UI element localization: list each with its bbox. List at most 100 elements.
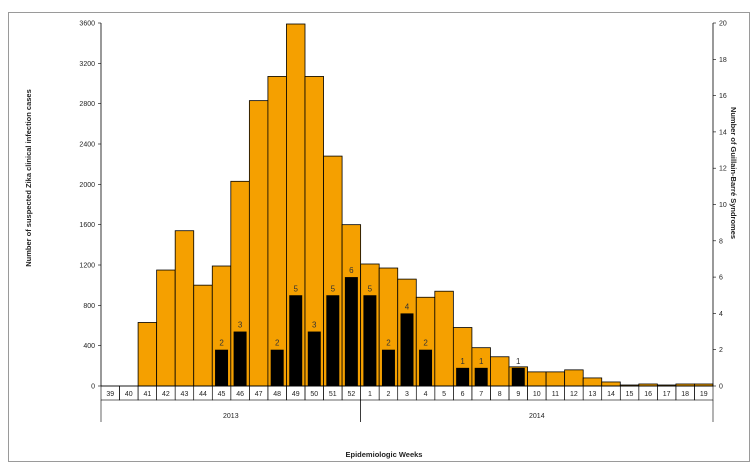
week-tick-label: 16: [644, 391, 652, 398]
week-tick-label: 39: [106, 391, 114, 398]
week-tick-label: 48: [273, 391, 281, 398]
gbs-count-label: 5: [294, 284, 299, 293]
cases-bar: [137, 322, 158, 387]
right-tick-label: 6: [719, 275, 723, 282]
week-tick-label: 40: [125, 391, 133, 398]
cases-bar: [545, 371, 566, 387]
gbs-bar: [344, 277, 358, 386]
gbs-count-label: 1: [516, 357, 521, 366]
week-tick-label: 49: [292, 391, 300, 398]
cases-bar: [193, 284, 213, 387]
left-axis-title: Number of suspected Zika clinical infect…: [24, 89, 33, 267]
gbs-bar: [381, 349, 395, 386]
zika-cases-bars: [137, 23, 714, 387]
week-tick-label: 45: [218, 391, 226, 398]
week-tick-label: 8: [498, 391, 502, 398]
gbs-bar: [307, 331, 321, 386]
gbs-bar: [270, 349, 284, 386]
gbs-count-label: 2: [386, 339, 391, 348]
gbs-bar: [456, 367, 470, 386]
left-tick-label: 1600: [79, 222, 95, 229]
week-tick-label: 6: [461, 391, 465, 398]
left-tick-label: 3200: [79, 61, 95, 68]
left-tick-label: 400: [83, 343, 95, 350]
week-tick-label: 9: [516, 391, 520, 398]
cases-bar: [434, 290, 454, 387]
week-tick-label: 47: [255, 391, 263, 398]
week-tick-label: 42: [162, 391, 170, 398]
left-tick-label: 0: [91, 384, 95, 391]
left-tick-label: 2000: [79, 182, 95, 189]
gbs-bar: [511, 367, 525, 386]
gbs-count-label: 2: [275, 339, 280, 348]
year-label: 2013: [223, 413, 239, 420]
right-axis-title: Number of Guillain-Barré Syndromes: [729, 107, 738, 239]
right-axis-ticks: 0 2 4 6 8 10 12 14 16 18 20: [713, 21, 727, 391]
gbs-count-label: 1: [479, 357, 484, 366]
cases-bar: [174, 230, 195, 387]
gbs-bar: [215, 349, 229, 386]
cases-bar: [564, 369, 584, 387]
right-tick-label: 20: [719, 21, 727, 28]
week-tick-label: 13: [589, 391, 597, 398]
left-tick-label: 2800: [79, 101, 95, 108]
week-tick-label: 1: [368, 391, 372, 398]
cases-bar: [490, 356, 510, 387]
week-tick-label: 46: [236, 391, 244, 398]
cases-bar: [582, 377, 603, 387]
year-label: 2014: [529, 413, 545, 420]
week-tick-label: 17: [663, 391, 671, 398]
week-tick-label: 52: [347, 391, 355, 398]
gbs-bar: [363, 295, 377, 386]
week-tick-label: 43: [181, 391, 189, 398]
gbs-count-label: 5: [368, 284, 373, 293]
week-tick-label: 18: [681, 391, 689, 398]
left-tick-label: 3600: [79, 21, 95, 28]
left-axis-ticks: 0 400 800 1200 1600 2000 2400 2800 3200 3600: [79, 21, 101, 391]
right-tick-label: 14: [719, 129, 727, 136]
right-tick-label: 8: [719, 238, 723, 245]
week-tick-label: 5: [442, 391, 446, 398]
week-tick-label: 4: [424, 391, 428, 398]
cases-bar: [601, 381, 621, 387]
gbs-bar: [474, 367, 488, 386]
cases-bar: [156, 269, 176, 387]
gbs-count-label: 3: [312, 321, 317, 330]
week-tick-label: 51: [329, 391, 337, 398]
gbs-count-label: 4: [405, 302, 410, 311]
left-tick-label: 1200: [79, 263, 95, 270]
right-tick-label: 10: [719, 202, 727, 209]
right-tick-label: 16: [719, 93, 727, 100]
gbs-bar: [400, 313, 414, 386]
cases-bar: [527, 371, 547, 387]
gbs-bar: [233, 331, 247, 386]
week-tick-label: 7: [479, 391, 483, 398]
week-tick-labels: 39 40 41 42 43 44 45 46 47 48 49 50 51 52 1 2 3 4 5 6 7 8 9 10 1…: [100, 385, 714, 401]
week-tick-label: 12: [570, 391, 578, 398]
gbs-count-label: 1: [460, 357, 465, 366]
gbs-bars: [215, 277, 525, 386]
week-tick-label: 15: [626, 391, 634, 398]
right-tick-label: 12: [719, 166, 727, 173]
week-tick-label: 10: [533, 391, 541, 398]
week-tick-label: 41: [143, 391, 151, 398]
right-tick-label: 4: [719, 311, 723, 318]
week-tick-label: 2: [387, 391, 391, 398]
year-labels: 2013 2014: [100, 400, 714, 422]
week-tick-label: 50: [310, 391, 318, 398]
gbs-count-label: 3: [238, 321, 243, 330]
gbs-count-labels: 2 3 2 5 3 5 6 5 2 4 2 1 1 1: [219, 266, 521, 366]
left-tick-label: 2400: [79, 142, 95, 149]
gbs-count-label: 2: [219, 339, 224, 348]
gbs-bar: [419, 349, 433, 386]
gbs-bar: [326, 295, 340, 386]
cases-bar: [248, 100, 269, 387]
gbs-count-label: 2: [423, 339, 428, 348]
week-cell: [694, 385, 714, 401]
right-tick-label: 2: [719, 347, 723, 354]
right-tick-label: 0: [719, 384, 723, 391]
gbs-count-label: 6: [349, 266, 354, 275]
week-tick-label: 44: [199, 391, 207, 398]
